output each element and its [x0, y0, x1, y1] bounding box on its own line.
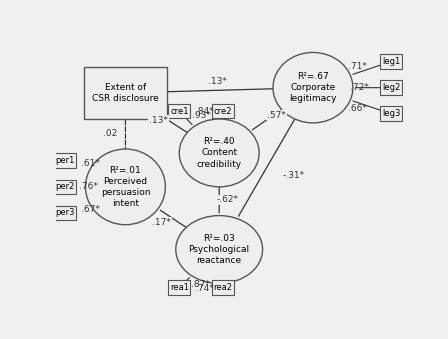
Text: .61*: .61* [81, 159, 99, 168]
FancyBboxPatch shape [211, 280, 234, 295]
Text: R²=.67
Corporate
legitimacy: R²=.67 Corporate legitimacy [289, 72, 337, 103]
Text: .71*: .71* [348, 62, 367, 71]
Ellipse shape [179, 119, 259, 187]
FancyBboxPatch shape [380, 80, 402, 95]
Text: .57*: .57* [267, 111, 286, 120]
FancyBboxPatch shape [84, 67, 167, 119]
Text: .93*: .93* [192, 111, 211, 120]
Text: R²=.40
Content
credibility: R²=.40 Content credibility [197, 137, 242, 168]
Text: rea1: rea1 [170, 283, 189, 292]
Text: leg2: leg2 [382, 83, 400, 92]
Text: cre2: cre2 [213, 107, 232, 116]
FancyBboxPatch shape [168, 104, 190, 118]
Text: .84*: .84* [195, 107, 214, 116]
FancyBboxPatch shape [54, 206, 76, 220]
Text: .74*: .74* [195, 284, 214, 293]
Text: R²=.03
Psychological
reactance: R²=.03 Psychological reactance [189, 234, 250, 265]
Text: .13*: .13* [208, 77, 227, 86]
Text: .13*: .13* [149, 116, 168, 125]
Text: rea2: rea2 [213, 283, 232, 292]
Text: -.31*: -.31* [283, 171, 305, 180]
FancyBboxPatch shape [380, 54, 402, 69]
FancyBboxPatch shape [54, 154, 76, 168]
Text: .76*: .76* [79, 182, 98, 191]
Ellipse shape [86, 149, 165, 225]
Text: .72*: .72* [349, 83, 368, 92]
FancyBboxPatch shape [211, 104, 234, 118]
Text: .87*: .87* [191, 280, 210, 289]
Text: R²=.01
Perceived
persuasion
intent: R²=.01 Perceived persuasion intent [101, 166, 150, 208]
Text: Extent of
CSR disclosure: Extent of CSR disclosure [92, 83, 159, 103]
Text: cre1: cre1 [170, 107, 189, 116]
Text: leg3: leg3 [382, 109, 400, 118]
Text: per3: per3 [55, 208, 74, 217]
Text: .02: .02 [103, 129, 117, 138]
Text: -.62*: -.62* [217, 195, 239, 204]
Text: .66*: .66* [348, 104, 367, 113]
Text: per1: per1 [55, 156, 74, 165]
Text: per2: per2 [55, 182, 74, 191]
Ellipse shape [273, 53, 353, 123]
Ellipse shape [176, 216, 263, 283]
Text: .17*: .17* [152, 218, 171, 226]
FancyBboxPatch shape [54, 180, 76, 194]
Text: leg1: leg1 [382, 57, 400, 66]
Text: .67*: .67* [81, 205, 99, 214]
FancyBboxPatch shape [168, 280, 190, 295]
FancyBboxPatch shape [380, 106, 402, 121]
